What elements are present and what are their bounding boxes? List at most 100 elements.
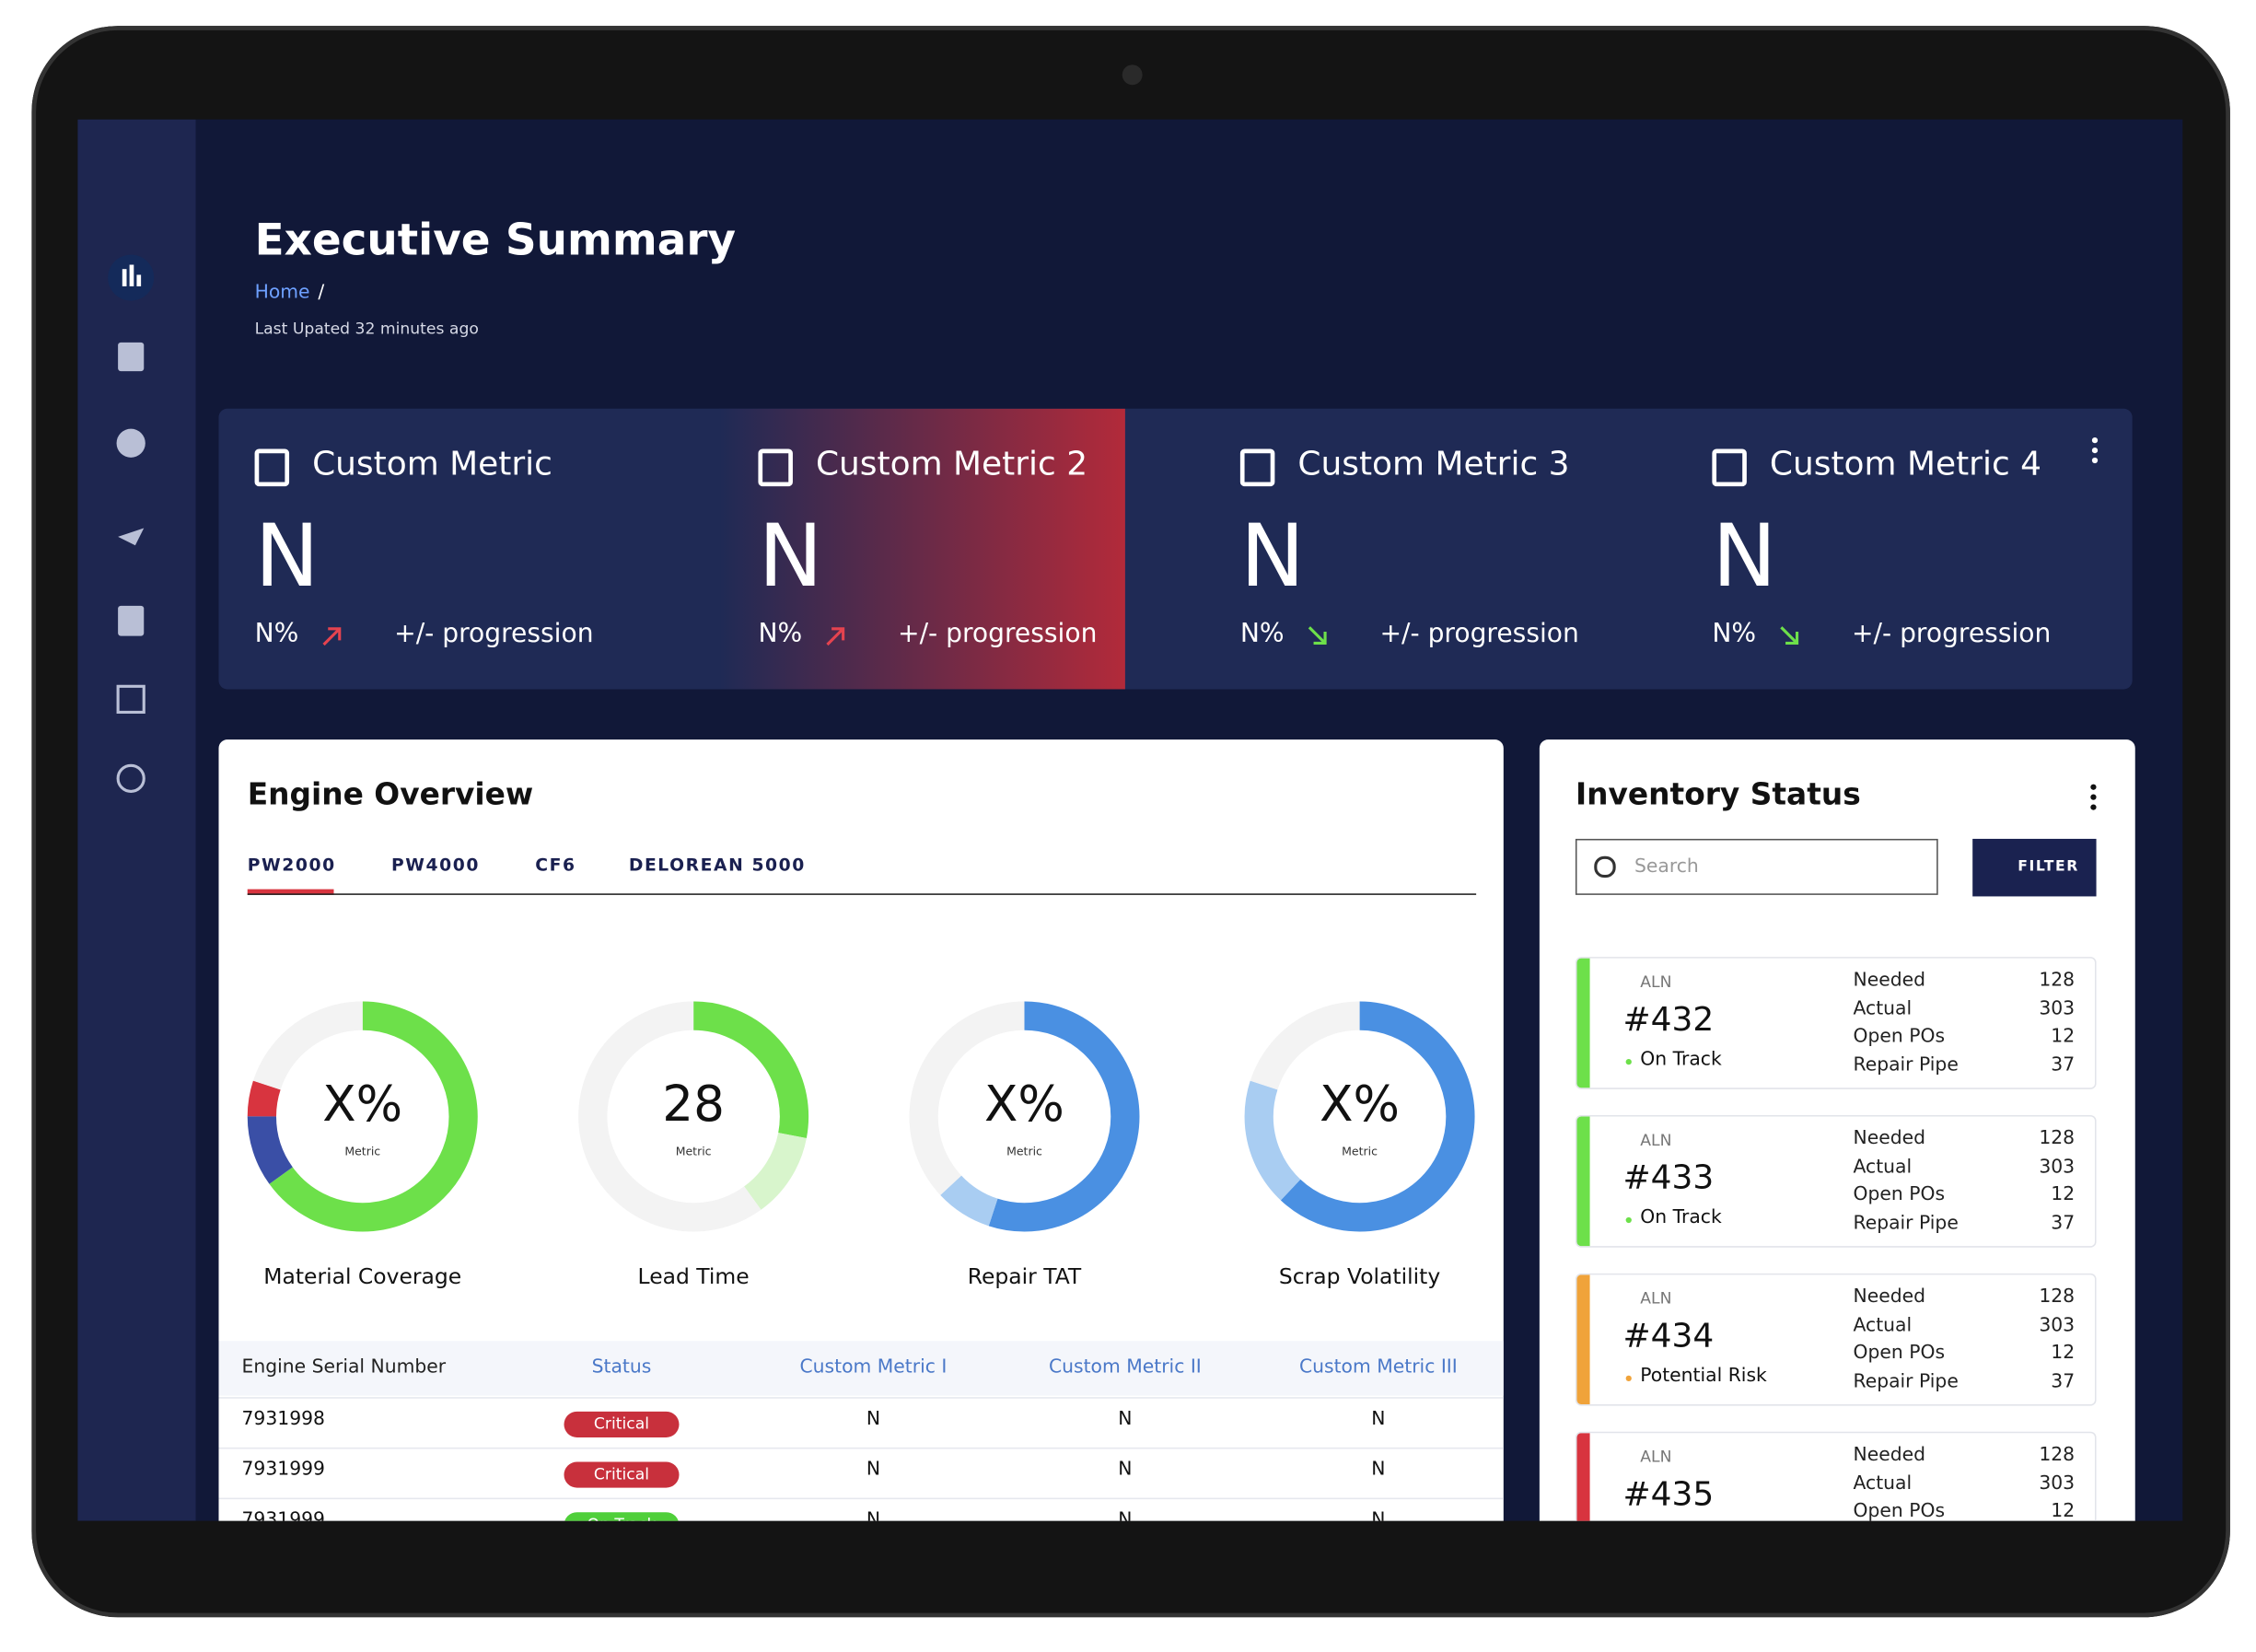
status-bar bbox=[1576, 958, 1590, 1088]
metric-value: N bbox=[1712, 506, 1777, 608]
item-status: Potential Risk bbox=[1640, 1365, 1767, 1388]
stat-label: Actual bbox=[1853, 997, 1913, 1020]
inventory-item[interactable]: ALN #433 On Track Needed 128 Actual 303 Open PO… bbox=[1575, 1114, 2097, 1248]
metric-cell: N bbox=[1118, 1509, 1133, 1521]
sidebar bbox=[77, 119, 196, 1521]
inventory-item[interactable]: ALN #434 Potential Risk Needed 128 Actual 303 O… bbox=[1575, 1273, 2097, 1406]
page-title: Executive Summary bbox=[254, 215, 737, 267]
metric-progression: +/- progression bbox=[1379, 618, 1579, 649]
sidebar-icons bbox=[108, 254, 155, 793]
nav-add-report[interactable] bbox=[116, 684, 145, 714]
metric-change: N% bbox=[1239, 618, 1285, 649]
nav-power[interactable] bbox=[116, 763, 145, 793]
donut-charts bbox=[247, 1001, 1475, 1232]
tab[interactable]: PW4000 bbox=[391, 855, 480, 875]
metric-icon bbox=[1712, 448, 1747, 487]
item-tag: ALN bbox=[1640, 1447, 1672, 1467]
trend-arrow bbox=[322, 627, 342, 646]
item-id: #433 bbox=[1622, 1159, 1715, 1197]
metric-icon bbox=[254, 448, 290, 487]
donut-center: 28 bbox=[662, 1076, 725, 1134]
metric-cell: Custom Metric 2 N N% +/- progression bbox=[758, 409, 1233, 690]
stat-label: Repair Pipe bbox=[1853, 1053, 1959, 1076]
arrow bbox=[826, 627, 845, 646]
breadcrumb-separator: / bbox=[318, 282, 325, 304]
donut-center: X% bbox=[984, 1076, 1064, 1134]
breadcrumb-home[interactable]: Home bbox=[254, 282, 310, 304]
status-badge: On Track bbox=[564, 1512, 680, 1521]
stat-label: Open POs bbox=[1853, 1026, 1946, 1048]
item-tag: ALN bbox=[1640, 972, 1672, 992]
donut-sub: Metric bbox=[344, 1145, 381, 1158]
menu-dots[interactable] bbox=[2090, 784, 2099, 810]
status-badge: Critical bbox=[564, 1461, 680, 1488]
dot bbox=[2091, 457, 2099, 464]
tab[interactable]: PW2000 bbox=[247, 855, 336, 875]
donut-label: Lead Time bbox=[637, 1262, 750, 1289]
donut-center: X% bbox=[1320, 1076, 1400, 1134]
metric-cell: N bbox=[1118, 1408, 1133, 1431]
metric-cell: Custom Metric N N% +/- progression bbox=[254, 409, 730, 690]
filter-button[interactable]: FILTER bbox=[1972, 838, 2097, 897]
trend-arrow bbox=[826, 627, 845, 646]
nav-finance[interactable] bbox=[118, 605, 145, 636]
status-bar bbox=[1576, 1274, 1590, 1404]
search-placeholder: Search bbox=[1634, 855, 1699, 878]
panel-title: Inventory Status bbox=[1575, 776, 1861, 812]
trend-arrow bbox=[1780, 626, 1799, 645]
nav-pie[interactable] bbox=[116, 428, 145, 458]
inventory-item[interactable]: ALN #432 On Track Needed 128 Actual 303 Open PO… bbox=[1575, 957, 2097, 1089]
donut-segment bbox=[909, 1001, 1140, 1232]
nav-flight[interactable] bbox=[118, 528, 145, 546]
column-header: Custom Metric I bbox=[799, 1356, 948, 1379]
stat-label: Open POs bbox=[1853, 1342, 1946, 1365]
stat-value: 12 bbox=[2051, 1342, 2076, 1365]
donut-sub: Metric bbox=[1006, 1145, 1042, 1158]
engine-panel: Engine Overview PW2000 PW4000 CF6 DELOREAN 5… bbox=[218, 739, 1504, 1521]
menu-dots[interactable] bbox=[2090, 437, 2099, 466]
metric-progression: +/- progression bbox=[898, 618, 1098, 649]
search-box[interactable]: Search bbox=[1575, 838, 1938, 895]
table-header-bg bbox=[218, 1341, 1504, 1396]
arrow bbox=[322, 627, 342, 646]
stat-value: 303 bbox=[2039, 997, 2076, 1020]
inventory-panel: Inventory Status Search FILTER ALN #432 On Tr… bbox=[1539, 739, 2135, 1521]
metric-cell: N bbox=[866, 1509, 881, 1521]
stat-label: Needed bbox=[1853, 1128, 1925, 1150]
metric-cell: Custom Metric 4 N N% +/- progression bbox=[1712, 409, 2132, 690]
metric-progression: +/- progression bbox=[394, 618, 594, 649]
status-bar bbox=[1576, 1433, 1590, 1521]
stat-label: Needed bbox=[1853, 1444, 1925, 1467]
metric-icon bbox=[1239, 448, 1275, 487]
column-header: Engine Serial Number bbox=[241, 1356, 447, 1379]
donut-sub: Metric bbox=[675, 1145, 712, 1158]
item-tag: ALN bbox=[1640, 1289, 1672, 1309]
item-id: #434 bbox=[1622, 1318, 1715, 1355]
donut-sub: Metric bbox=[1342, 1145, 1378, 1158]
donut-label: Repair TAT bbox=[967, 1262, 1082, 1289]
nav-docs[interactable] bbox=[118, 342, 145, 372]
inventory-item[interactable]: ALN #435 Needed 128 Actual 303 Open POs 12 bbox=[1575, 1431, 2097, 1521]
metric-change: N% bbox=[254, 618, 299, 649]
arrow bbox=[1780, 626, 1799, 645]
status-dot bbox=[1625, 1216, 1632, 1224]
dot bbox=[2090, 784, 2097, 790]
tab[interactable]: DELOREAN 5000 bbox=[628, 855, 806, 875]
stat-value: 128 bbox=[2039, 970, 2076, 992]
arrow bbox=[1308, 626, 1327, 645]
status-bar bbox=[1576, 1116, 1590, 1247]
donut-segment bbox=[1244, 1001, 1475, 1232]
stat-value: 37 bbox=[2051, 1370, 2076, 1392]
metric-title: Custom Metric 4 bbox=[1769, 446, 2041, 483]
stat-label: Repair Pipe bbox=[1853, 1370, 1959, 1392]
highlight-gradient bbox=[719, 408, 1125, 690]
donut-segment bbox=[247, 1001, 478, 1232]
metric-change: N% bbox=[758, 618, 803, 649]
metric-cell: N bbox=[1118, 1459, 1133, 1481]
column-header: Status bbox=[591, 1356, 652, 1379]
screen: Executive Summary Home / Last Upated 32 min… bbox=[77, 119, 2183, 1521]
stat-label: Repair Pipe bbox=[1853, 1212, 1959, 1234]
metric-cell: Custom Metric 3 N N% +/- progression bbox=[1239, 409, 1715, 690]
tab[interactable]: CF6 bbox=[535, 855, 576, 875]
